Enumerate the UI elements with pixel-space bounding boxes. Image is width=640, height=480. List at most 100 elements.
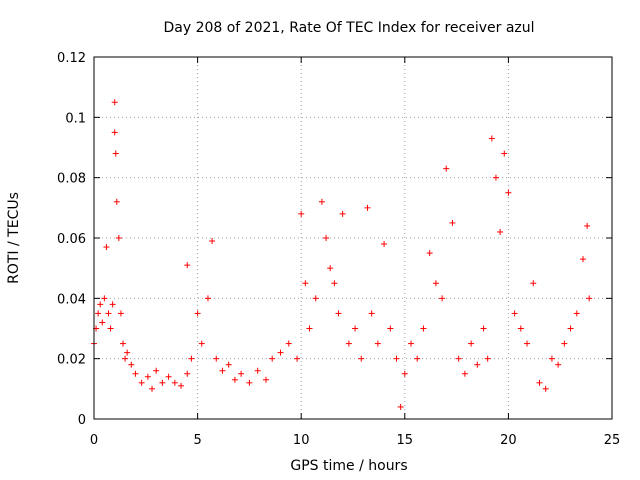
data-point [302, 280, 309, 287]
axis-ticks: 0 5 10 15 20 25 0 0.02 0.04 0.06 0.08 0.1 0.12 [57, 51, 620, 448]
data-point [567, 325, 574, 332]
data-point [113, 198, 120, 205]
data-point [277, 349, 284, 356]
data-point [331, 280, 338, 287]
y-tick-label: 0.02 [57, 353, 86, 368]
data-point [497, 228, 504, 235]
data-point [95, 310, 102, 317]
x-tick-label: 0 [90, 433, 98, 448]
data-point [122, 355, 129, 362]
data-point [426, 250, 433, 257]
data-point [144, 373, 151, 380]
data-point [501, 150, 508, 157]
data-point [194, 310, 201, 317]
x-tick-label: 20 [500, 433, 517, 448]
data-point [117, 310, 124, 317]
data-point [188, 355, 195, 362]
x-tick-label: 25 [604, 433, 621, 448]
data-point [586, 295, 593, 302]
data-point [484, 355, 491, 362]
y-tick-label: 0.06 [57, 232, 86, 247]
data-point [184, 370, 191, 377]
data-point [246, 379, 253, 386]
data-points [91, 99, 593, 410]
data-point [358, 355, 365, 362]
data-point [219, 367, 226, 374]
data-point [381, 241, 388, 248]
data-point [461, 370, 468, 377]
data-point [387, 325, 394, 332]
x-tick-label: 5 [193, 433, 201, 448]
data-point [579, 256, 586, 263]
data-point [115, 235, 122, 241]
y-axis-label: ROTI / TECUs [6, 192, 22, 284]
data-point [555, 361, 562, 368]
data-point [492, 174, 499, 181]
data-point [269, 355, 276, 362]
y-tick-label: 0 [78, 413, 86, 428]
data-point [298, 210, 305, 217]
data-point [306, 325, 313, 332]
data-point [345, 340, 352, 347]
data-point [480, 325, 487, 332]
data-point [414, 355, 421, 362]
data-point [368, 310, 375, 317]
data-point [105, 310, 112, 317]
y-tick-label: 0.12 [57, 51, 86, 66]
data-point [573, 310, 580, 317]
data-point [474, 361, 481, 368]
data-point [335, 310, 342, 317]
data-point [524, 340, 531, 347]
data-point [112, 150, 119, 157]
data-point [294, 355, 301, 362]
data-point [408, 340, 415, 347]
data-point [401, 370, 408, 377]
data-point [111, 129, 118, 136]
data-point [124, 349, 131, 356]
data-point [327, 265, 334, 272]
data-point [420, 325, 427, 332]
data-point [120, 340, 127, 347]
data-point [99, 319, 106, 326]
data-point [101, 295, 108, 302]
data-point [449, 219, 456, 226]
data-point [397, 403, 404, 410]
data-point [468, 340, 475, 347]
data-point [171, 379, 178, 386]
data-point [97, 301, 104, 308]
data-point [517, 325, 524, 332]
data-point [439, 295, 446, 302]
data-point [149, 385, 156, 392]
data-point [111, 99, 118, 106]
data-point [132, 370, 139, 377]
data-point [511, 310, 518, 317]
data-point [254, 367, 261, 374]
data-point [213, 355, 220, 362]
data-point [432, 280, 439, 287]
data-point [262, 376, 269, 383]
x-tick-label: 15 [397, 433, 414, 448]
data-point [312, 295, 319, 302]
data-point [374, 340, 381, 347]
data-point [178, 382, 185, 389]
data-point [339, 210, 346, 217]
data-point [103, 244, 110, 251]
data-point [209, 238, 216, 245]
data-point [198, 340, 205, 347]
data-point [231, 376, 238, 383]
data-point [505, 189, 512, 196]
data-point [285, 340, 292, 347]
data-point [584, 222, 591, 229]
data-point [318, 198, 325, 205]
data-point [393, 355, 400, 362]
data-point [561, 340, 568, 347]
chart-title: Day 208 of 2021, Rate Of TEC Index for r… [163, 20, 534, 36]
x-axis-label: GPS time / hours [290, 458, 407, 474]
grid [94, 57, 612, 419]
data-point [548, 355, 555, 362]
data-point [238, 370, 245, 377]
data-point [128, 361, 135, 368]
data-point [204, 295, 211, 302]
y-tick-label: 0.08 [57, 172, 86, 187]
data-point [323, 235, 330, 241]
